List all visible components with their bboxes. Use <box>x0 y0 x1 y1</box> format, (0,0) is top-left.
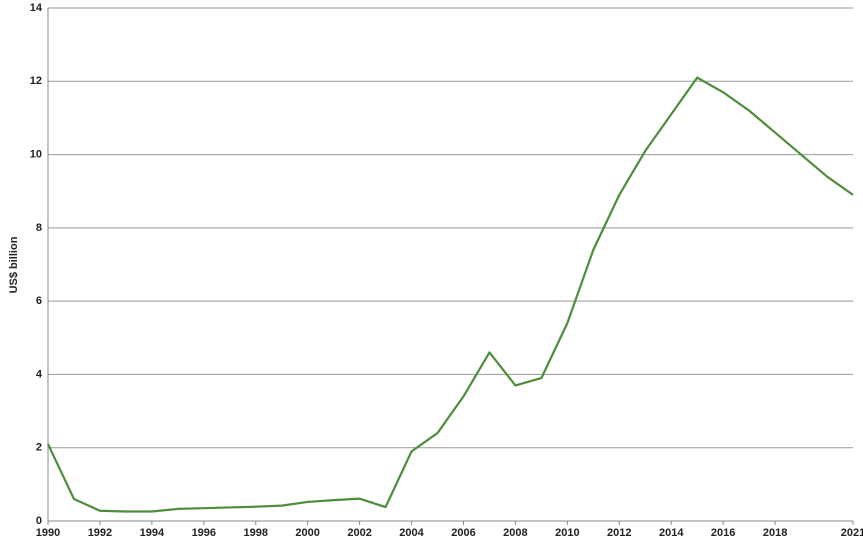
y-axis-label: US$ billion <box>8 236 20 293</box>
x-tick-label: 2004 <box>399 527 424 539</box>
x-tick-label: 2021 <box>841 527 863 539</box>
x-tick-label: 2016 <box>711 527 735 539</box>
x-tick-label: 2006 <box>451 527 475 539</box>
x-tick-label: 2000 <box>295 527 319 539</box>
x-tick-label: 1990 <box>36 527 60 539</box>
x-tick-label: 1994 <box>140 527 165 539</box>
y-tick-label: 14 <box>30 2 43 14</box>
x-tick-label: 2002 <box>347 527 371 539</box>
x-tick-label: 1992 <box>88 527 112 539</box>
y-tick-label: 0 <box>36 515 42 527</box>
y-tick-label: 10 <box>30 148 42 160</box>
y-tick-label: 8 <box>36 222 42 234</box>
x-tick-label: 2010 <box>555 527 579 539</box>
x-tick-label: 1998 <box>243 527 267 539</box>
x-tick-label: 1996 <box>192 527 216 539</box>
x-tick-label: 2012 <box>607 527 631 539</box>
x-tick-label: 2008 <box>503 527 527 539</box>
y-tick-label: 6 <box>36 295 42 307</box>
y-tick-label: 12 <box>30 75 42 87</box>
y-tick-label: 4 <box>36 368 43 380</box>
y-tick-label: 2 <box>36 442 42 454</box>
x-tick-label: 2014 <box>659 527 684 539</box>
data-line <box>47 76 854 513</box>
x-tick-label: 2018 <box>763 527 787 539</box>
